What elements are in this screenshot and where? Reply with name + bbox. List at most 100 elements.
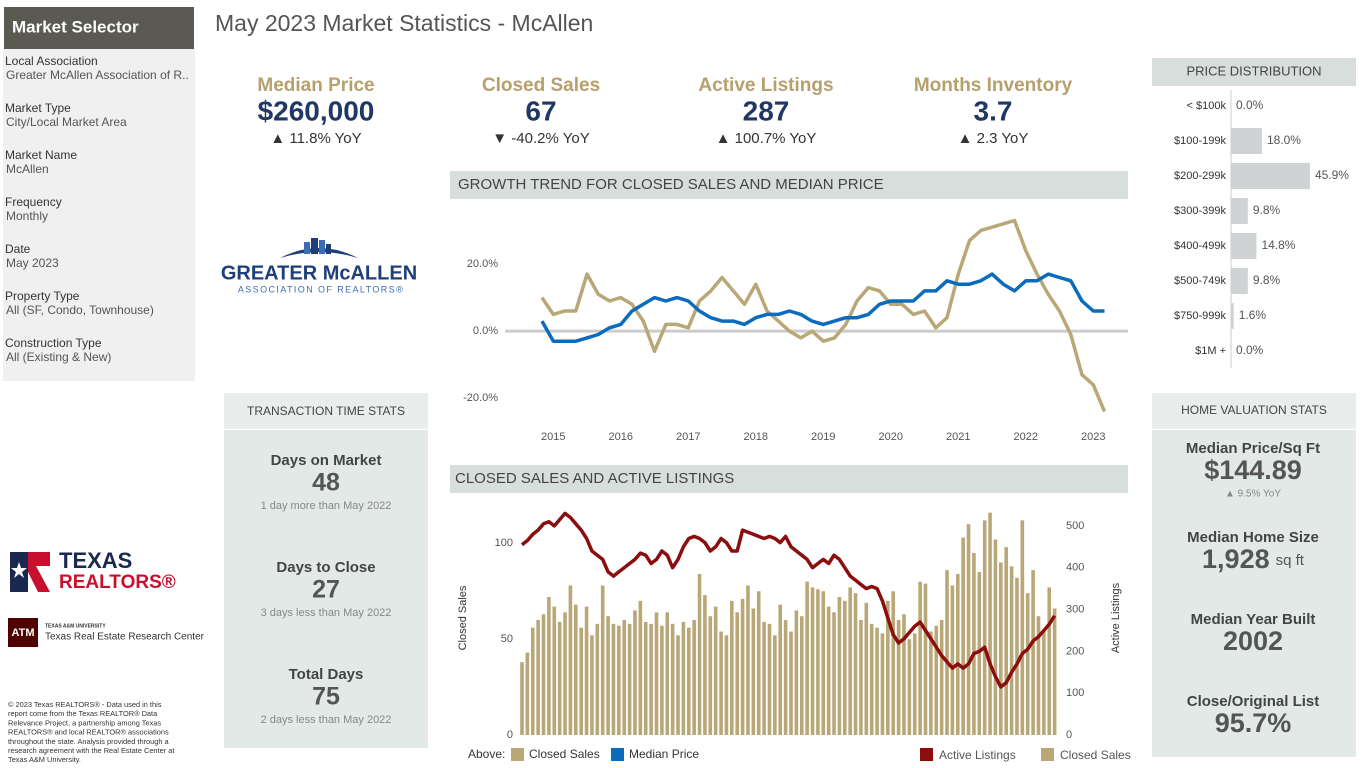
bar [670, 623, 675, 735]
stat-unit: sq ft [1276, 552, 1305, 569]
value-label: 14.8% [1261, 238, 1295, 252]
filter-label: Local Association [5, 54, 98, 68]
panel-title: HOME VALUATION STATS [1181, 403, 1327, 417]
selector-header [4, 7, 194, 49]
bar [735, 612, 739, 735]
y-tick-label: 20.0% [467, 258, 498, 270]
legend-swatch [611, 748, 624, 761]
x-tick-label: 2022 [1014, 431, 1038, 443]
bar [939, 620, 944, 735]
bar [606, 616, 610, 735]
logo-sub: ASSOCIATION OF REALTORS® [238, 284, 404, 294]
bar [864, 602, 869, 735]
bar [530, 627, 535, 735]
y-tick-label: 100 [495, 537, 513, 549]
bar [961, 537, 965, 735]
kpi-value: 67 [525, 95, 556, 126]
filter-value: Greater McAllen Association of R.. [6, 68, 189, 82]
panel-header [1152, 58, 1356, 86]
filter-label: Market Type [5, 101, 71, 115]
bar [966, 524, 971, 735]
bar [902, 614, 906, 735]
x-tick-label: 2021 [946, 431, 970, 443]
bar [843, 600, 847, 735]
stat-value: 2002 [1223, 626, 1283, 656]
category-label: $100-199k [1174, 135, 1226, 147]
stat-note: 3 days less than May 2022 [261, 607, 392, 619]
stat-value: 75 [312, 683, 340, 711]
category-label: $1M + [1195, 345, 1226, 357]
bar [848, 587, 852, 735]
bar [665, 612, 670, 735]
kpi-change: ▲ 2.3 YoY [958, 130, 1029, 147]
footer-line: research agreement with the Real Estate … [8, 746, 174, 755]
bar [1031, 570, 1035, 735]
bar [708, 616, 713, 735]
bar [525, 652, 530, 735]
bar [762, 621, 766, 735]
panel-title: TRANSACTION TIME STATS [247, 404, 405, 418]
category-label: $750-999k [1174, 310, 1226, 322]
bar [880, 633, 885, 735]
bar [746, 585, 750, 735]
stat-label: Close/Original List [1187, 693, 1320, 710]
value-label: 18.0% [1267, 133, 1301, 147]
x-tick-label: 2016 [609, 431, 633, 443]
bar [1020, 520, 1025, 735]
bar [638, 600, 643, 735]
x-tick-label: 2015 [541, 431, 565, 443]
bar [697, 574, 702, 735]
bar [1231, 233, 1257, 259]
tamu-logo: ATM TEXAS A&M UNIVERSITY Texas Real Esta… [8, 618, 205, 647]
bar [584, 606, 589, 735]
bar [955, 574, 960, 735]
filter-label: Property Type [5, 289, 80, 303]
kpi-change: ▲ 11.8% YoY [270, 130, 361, 147]
bar [622, 620, 627, 735]
y2-axis-label: Active Listings [1110, 582, 1122, 653]
bar [891, 591, 896, 735]
bar [568, 585, 573, 735]
filter-value: All (SF, Condo, Townhouse) [6, 303, 154, 317]
bar [789, 631, 793, 735]
panel-title: PRICE DISTRIBUTION [1186, 63, 1321, 78]
stat-value: $144.89 [1204, 455, 1302, 485]
y-tick-label: 0.0% [473, 325, 498, 337]
x-tick-label: 2017 [676, 431, 700, 443]
bar [595, 623, 600, 735]
category-label: < $100k [1187, 100, 1227, 112]
bar [1036, 616, 1041, 735]
chart-title: GROWTH TREND FOR CLOSED SALES AND MEDIAN… [458, 176, 884, 193]
bar [1047, 587, 1052, 735]
bar [740, 598, 745, 735]
bar [907, 639, 912, 735]
bar [945, 570, 949, 735]
filter-value: City/Local Market Area [6, 115, 127, 129]
bar [574, 604, 578, 735]
bar [993, 539, 998, 735]
selector-title: Market Selector [12, 17, 139, 36]
y-axis-label: Closed Sales [457, 585, 469, 650]
stats-panel [224, 430, 428, 748]
legend-swatch [920, 748, 933, 761]
bar [923, 583, 928, 735]
stat-label: Days on Market [271, 452, 382, 469]
category-label: $300-399k [1174, 205, 1226, 217]
footer-line: Texas A&M University. [8, 755, 81, 764]
kpi-value: 3.7 [974, 95, 1013, 126]
stat-number: 1,928 [1202, 544, 1270, 574]
bar [563, 612, 567, 735]
filter-value: Monthly [6, 209, 48, 223]
filter-value: All (Existing & New) [6, 350, 111, 364]
stat-note: ▲ 9.5% YoY [1225, 489, 1281, 500]
bar [1009, 566, 1014, 735]
bar [977, 572, 982, 735]
bar [934, 625, 939, 735]
bar [686, 627, 691, 735]
stat-value: 95.7% [1215, 708, 1292, 738]
kpi-label: Closed Sales [482, 75, 600, 96]
kpi-change: ▼ -40.2% YoY [492, 130, 589, 147]
bar [1231, 198, 1248, 224]
bar [875, 627, 879, 735]
y2-tick-label: 100 [1066, 687, 1084, 699]
